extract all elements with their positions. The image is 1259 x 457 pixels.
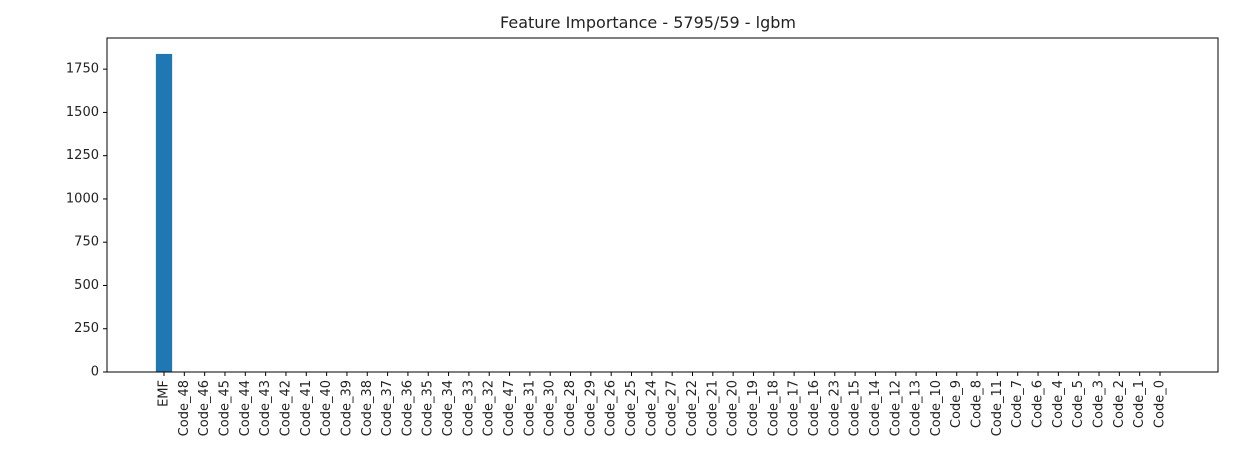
x-tick-label: Code_23 (827, 380, 842, 436)
x-tick-label: Code_41 (299, 380, 314, 436)
x-tick-label: Code_12 (888, 380, 903, 436)
x-tick-label: Code_16 (807, 380, 822, 436)
x-tick-label: Code_10 (929, 380, 944, 436)
x-tick-label: Code_26 (604, 380, 619, 436)
x-tick-label: Code_24 (644, 380, 659, 436)
x-tick-label: Code_44 (238, 380, 253, 436)
x-tick-label: Code_42 (278, 380, 293, 436)
x-tick-label: Code_8 (970, 380, 985, 428)
x-tick-label: Code_14 (868, 380, 883, 436)
x-tick-label: Code_2 (1112, 380, 1127, 428)
y-tick-label: 750 (74, 235, 99, 250)
x-tick-label: Code_19 (746, 380, 761, 436)
y-tick-label: 1750 (66, 62, 99, 77)
bar-emf (155, 53, 173, 373)
x-tick-label: Code_17 (787, 380, 802, 436)
x-tick-label: Code_36 (400, 380, 415, 436)
x-tick-label: Code_25 (624, 380, 639, 436)
x-tick-label: Code_21 (705, 380, 720, 436)
x-tick-label: Code_6 (1031, 380, 1046, 428)
y-tick-label: 1250 (66, 148, 99, 163)
x-tick-label: Code_13 (909, 380, 924, 436)
x-tick-label: Code_27 (665, 380, 680, 436)
x-tick-label: Code_18 (766, 380, 781, 436)
x-tick-label: Code_47 (502, 380, 517, 436)
x-tick-label: Code_15 (848, 380, 863, 436)
x-tick-label: Code_38 (360, 380, 375, 436)
x-tick-label: Code_3 (1092, 380, 1107, 428)
x-tick-label: Code_29 (583, 380, 598, 436)
x-tick-label: Code_1 (1132, 380, 1147, 428)
y-axis: 0 250 500 750 1000 1250 1500 1750 (66, 62, 107, 380)
x-tick-label: Code_45 (217, 380, 232, 436)
x-tick-label: Code_22 (685, 380, 700, 436)
x-tick-label: Code_37 (380, 380, 395, 436)
x-tick-label: EMF (157, 380, 172, 407)
x-tick-label: Code_0 (1153, 380, 1168, 428)
x-tick-label: Code_33 (461, 380, 476, 436)
x-tick-label: Code_31 (522, 380, 537, 436)
x-axis: EMF Code_48 Code_46 Code_45 Code_44 Code_43 Co… (157, 372, 1168, 436)
x-tick-label: Code_39 (339, 380, 354, 436)
x-tick-label: Code_48 (177, 380, 192, 436)
x-tick-label: Code_11 (990, 380, 1005, 436)
x-tick-label: Code_20 (726, 380, 741, 436)
x-tick-label: Code_4 (1051, 380, 1066, 428)
x-tick-label: Code_9 (949, 380, 964, 428)
x-tick-label: Code_40 (319, 380, 334, 436)
y-tick-label: 1500 (66, 105, 99, 120)
x-tick-label: Code_30 (543, 380, 558, 436)
chart-title: Feature Importance - 5795/59 - lgbm (500, 13, 796, 32)
x-tick-label: Code_7 (1010, 380, 1025, 428)
x-tick-label: Code_43 (258, 380, 273, 436)
y-tick-label: 0 (91, 365, 99, 380)
plot-area-frame (106, 37, 1219, 373)
y-tick-label: 1000 (66, 191, 99, 206)
x-tick-label: Code_46 (197, 380, 212, 436)
y-tick-label: 250 (74, 321, 99, 336)
x-tick-label: Code_35 (421, 380, 436, 436)
y-tick-label: 500 (74, 278, 99, 293)
x-tick-label: Code_28 (563, 380, 578, 436)
x-tick-label: Code_5 (1071, 380, 1086, 428)
bars-group (155, 53, 173, 373)
x-tick-label: Code_32 (482, 380, 497, 436)
x-tick-label: Code_34 (441, 380, 456, 436)
